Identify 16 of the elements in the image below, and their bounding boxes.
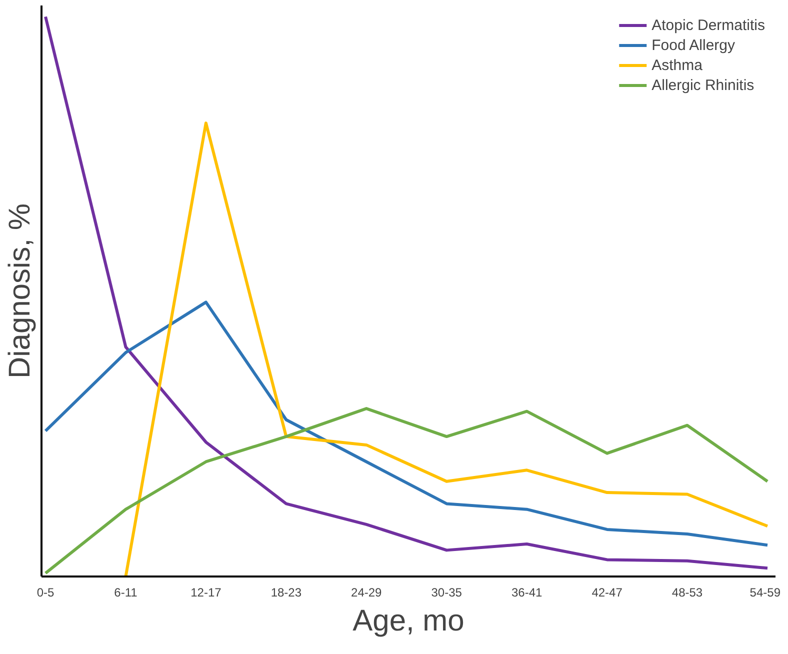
x-tick-label: 12-17 bbox=[190, 586, 222, 600]
x-tick-label: 30-35 bbox=[431, 586, 462, 600]
x-tick-label: 42-47 bbox=[592, 586, 623, 600]
x-tick-label: 36-41 bbox=[511, 586, 542, 600]
legend-label: Asthma bbox=[652, 56, 702, 74]
x-tick-label: 24-29 bbox=[351, 586, 382, 600]
x-axis-title: Age, mo bbox=[352, 604, 464, 638]
legend-label: Allergic Rhinitis bbox=[652, 76, 754, 94]
legend-label: Atopic Dermatitis bbox=[652, 16, 765, 34]
y-axis-title: Diagnosis, % bbox=[4, 203, 36, 379]
x-tick-label: 18-23 bbox=[270, 586, 302, 600]
legend-label: Food Allergy bbox=[652, 36, 736, 54]
x-tick-label: 48-53 bbox=[672, 586, 703, 600]
x-tick-label: 6-11 bbox=[114, 586, 138, 600]
x-tick-label: 0-5 bbox=[36, 586, 55, 600]
x-tick-label: 54-59 bbox=[750, 586, 781, 600]
